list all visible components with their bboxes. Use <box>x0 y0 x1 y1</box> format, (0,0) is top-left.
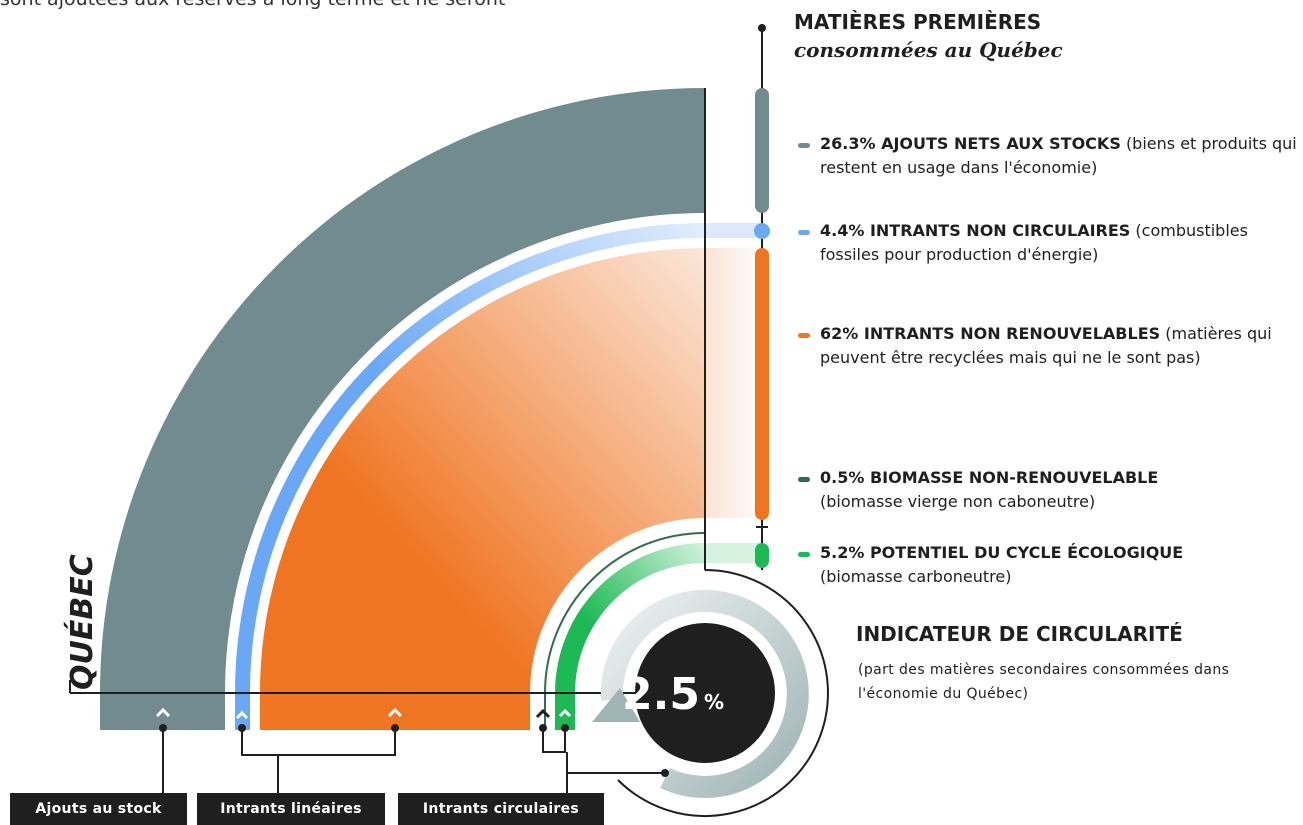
legend-label: 26.3% AJOUTS NETS AUX STOCKS <box>820 134 1121 153</box>
connectors <box>162 728 665 793</box>
legend-marker <box>798 333 810 338</box>
indicator-description: (part des matières secondaires consommée… <box>858 662 1230 702</box>
legend-item: 4.4% INTRANTS NON CIRCULAIRES (combustib… <box>820 219 1300 267</box>
legend-marker <box>798 143 810 148</box>
region-label: QUÉBEC <box>64 554 100 690</box>
connector-dots <box>159 724 669 777</box>
category-tag: Intrants linéaires <box>197 793 385 825</box>
scale-bar <box>754 24 770 570</box>
legend-description: (combustibles fossiles pour production d… <box>820 221 1248 264</box>
indicator-unit: % <box>704 690 724 714</box>
category-tag: Ajouts au stock <box>10 793 187 825</box>
legend-item: 0.5% BIOMASSE NON-RENOUVELABLE (biomasse… <box>820 466 1200 514</box>
intro-text: sont ajoutées aux réserves à long terme … <box>0 0 505 10</box>
legend-label: 0.5% BIOMASSE NON-RENOUVELABLE <box>820 468 1159 487</box>
legend-item: 62% INTRANTS NON RENOUVELABLES (matières… <box>820 322 1300 370</box>
legend-description: (biens et produits qui restent en usage … <box>820 134 1297 177</box>
legend-label: 4.4% INTRANTS NON CIRCULAIRES <box>820 221 1131 240</box>
indicator-value: 2.5 <box>622 669 700 720</box>
legend-marker <box>798 552 810 557</box>
indicator-title: INDICATEUR DE CIRCULARITÉ <box>856 622 1183 646</box>
indicator-graphic <box>592 569 829 817</box>
legend-item: 26.3% AJOUTS NETS AUX STOCKS (biens et p… <box>820 132 1300 180</box>
legend-label: 5.2% POTENTIEL DU CYCLE ÉCOLOGIQUE <box>820 543 1184 562</box>
legend-marker <box>798 230 810 235</box>
arcs <box>69 88 765 730</box>
legend-description: (biomasse vierge non caboneutre) <box>820 492 1096 511</box>
legend-item: 5.2% POTENTIEL DU CYCLE ÉCOLOGIQUE (biom… <box>820 541 1220 589</box>
header-title: MATIÈRES PREMIÈRES <box>794 10 1042 34</box>
legend-description: (matières qui peuvent être recyclées mai… <box>820 324 1272 367</box>
header-subtitle: consommées au Québec <box>794 38 1063 62</box>
legend-marker <box>798 477 810 482</box>
legend-description: (biomasse carboneutre) <box>820 567 1012 586</box>
legend-label: 62% INTRANTS NON RENOUVELABLES <box>820 324 1161 343</box>
category-tag: Intrants circulaires <box>398 793 604 825</box>
